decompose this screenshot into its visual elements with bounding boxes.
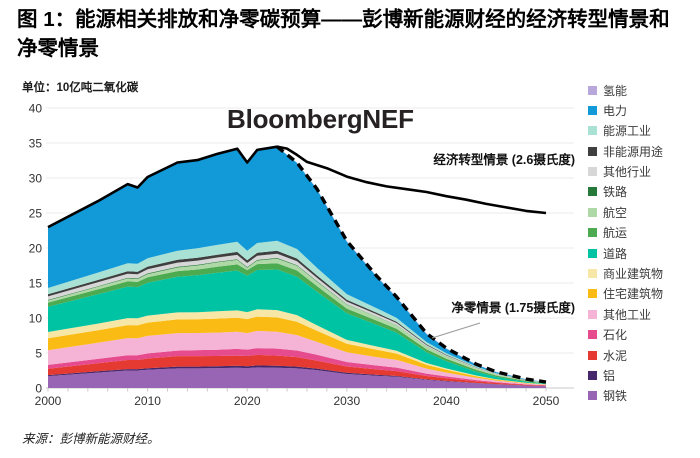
legend-label: 其他行业 [603, 165, 652, 180]
legend-label: 商业建筑物 [603, 267, 664, 282]
legend-swatch-residential-buildings [588, 289, 597, 299]
x-tick-label: 2010 [134, 394, 161, 408]
legend-swatch-cement [588, 350, 597, 360]
legend-swatch-other-industry [588, 309, 597, 319]
ets-annotation-label: 经济转型情景 (2.6摄氏度) [433, 152, 575, 167]
area-power [48, 146, 546, 383]
x-tick-label: 2040 [433, 394, 460, 408]
area-steel [48, 367, 546, 388]
legend-swatch-other-sectors [588, 167, 597, 177]
area-other-industry [48, 330, 546, 386]
legend-label: 航运 [603, 226, 628, 241]
area-aluminum [48, 365, 546, 387]
legend-item-road: 道路 [588, 246, 698, 261]
legend-swatch-aviation [588, 207, 597, 217]
legend-label: 铝 [603, 368, 616, 383]
legend-item-shipping: 航运 [588, 226, 698, 241]
legend-swatch-energy-industry [588, 126, 597, 136]
legend-label: 非能源用途 [603, 144, 664, 159]
legend-label: 住宅建筑物 [603, 287, 664, 302]
legend-label: 钢铁 [603, 389, 628, 404]
legend-item-other-sectors: 其他行业 [588, 165, 698, 180]
y-tick-label: 40 [29, 102, 43, 116]
legend-label: 电力 [603, 103, 628, 118]
legend-label: 氢能 [603, 83, 628, 98]
unit-label: 单位：10亿吨二氧化碳 [22, 82, 139, 94]
legend-item-petrochemicals: 石化 [588, 328, 698, 343]
y-tick-label: 35 [29, 137, 43, 151]
legend-item-other-industry: 其他工业 [588, 307, 698, 322]
x-tick-label: 2020 [234, 394, 261, 408]
legend-item-hydrogen: 氢能 [588, 83, 698, 98]
legend-swatch-road [588, 248, 597, 258]
nzs-annotation-label: 净零情景 (1.75摄氏度) [451, 300, 575, 315]
x-tick-label: 2050 [533, 394, 560, 408]
nzs-leader-line [431, 322, 481, 339]
y-tick-label: 5 [35, 347, 42, 361]
legend-item-residential-buildings: 住宅建筑物 [588, 287, 698, 302]
legend-swatch-commercial-buildings [588, 269, 597, 279]
x-tick-label: 2000 [35, 394, 62, 408]
y-tick-label: 30 [29, 172, 43, 186]
y-tick-label: 0 [35, 382, 42, 396]
legend-swatch-petrochemicals [588, 330, 597, 340]
legend-item-steel: 钢铁 [588, 389, 698, 404]
bloombergnef-logo: BloombergNEF [227, 104, 414, 134]
legend-swatch-hydrogen [588, 85, 597, 95]
figure-title: 图 1：能源相关排放和净零碳预算——彭博新能源财经的经济转型情景和净零情景 [17, 8, 670, 60]
x-tick-label: 2030 [333, 394, 360, 408]
emissions-stacked-area-chart: 0 5 10 15 20 25 30 35 40 2000 2010 2020 2030 2040 2050… [29, 102, 575, 409]
legend-label: 能源工业 [603, 124, 652, 139]
legend-item-power: 电力 [588, 103, 698, 118]
economic-transition-scenario-line [47, 145, 547, 229]
legend-swatch-steel [588, 391, 597, 401]
y-tick-label: 20 [29, 242, 43, 256]
legend-item-aluminum: 铝 [588, 368, 698, 383]
legend-swatch-shipping [588, 228, 597, 238]
legend-item-rail: 铁路 [588, 185, 698, 200]
source-note: 来源：彭博新能源财经。 [22, 432, 160, 446]
area-residential-buildings [48, 316, 546, 385]
chart-legend: 氢能电力能源工业非能源用途其他行业铁路航空航运道路商业建筑物住宅建筑物其他工业石… [588, 84, 698, 410]
legend-label: 铁路 [603, 185, 628, 200]
legend-label: 航空 [603, 205, 628, 220]
legend-item-non-energy-use: 非能源用途 [588, 144, 698, 159]
legend-swatch-power [588, 105, 597, 115]
legend-item-aviation: 航空 [588, 205, 698, 220]
legend-item-commercial-buildings: 商业建筑物 [588, 267, 698, 282]
legend-label: 石化 [603, 328, 628, 343]
area-road [48, 269, 546, 385]
legend-item-cement: 水泥 [588, 348, 698, 363]
legend-label: 道路 [603, 246, 628, 261]
y-tick-label: 10 [29, 312, 43, 326]
legend-item-energy-industry: 能源工业 [588, 124, 698, 139]
area-cement [48, 354, 546, 387]
y-tick-label: 25 [29, 207, 43, 221]
legend-label: 水泥 [603, 348, 628, 363]
legend-swatch-rail [588, 187, 597, 197]
legend-swatch-aluminum [588, 370, 597, 380]
y-tick-label: 15 [29, 277, 43, 291]
legend-label: 其他工业 [603, 307, 652, 322]
legend-swatch-non-energy-use [588, 146, 597, 156]
net-zero-scenario-line [276, 145, 547, 384]
area-petrochemicals [48, 348, 546, 386]
